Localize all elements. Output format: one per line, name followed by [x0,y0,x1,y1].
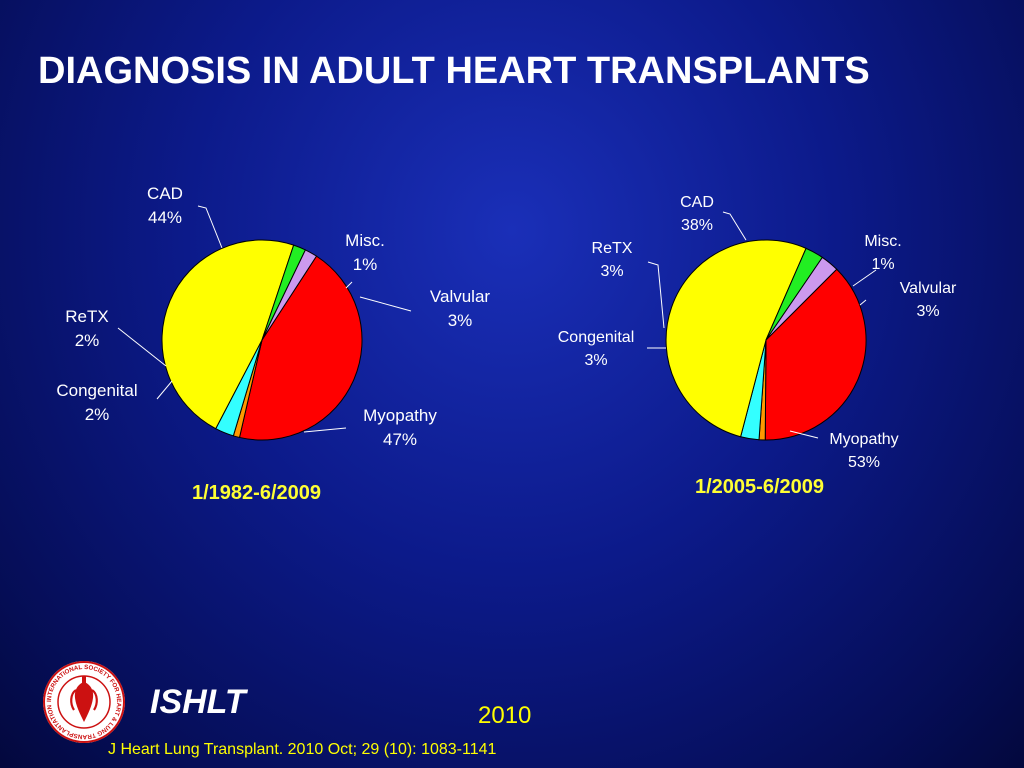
ishlt-logo-icon: INTERNATIONAL SOCIETY FOR HEART & LUNG T… [43,661,125,743]
pie-slice-cad [764,268,867,441]
leader-line-valvular [359,296,412,312]
slice-percent-congenital: 2% [85,405,110,424]
slice-percent-cad: 44% [148,208,182,227]
page-title: DIAGNOSIS IN ADULT HEART TRANSPLANTS [38,50,870,92]
leader-line-myopathy [789,430,819,439]
year: 2010 [478,702,532,729]
slice-label-misc: Misc. [345,231,385,250]
slice-label-retx: ReTX [65,307,108,326]
leader-line-retx [117,327,167,367]
org-name: ISHLT [150,683,246,721]
pie-slice-cad [238,255,363,441]
chart-period-2005-2009: 1/2005-6/2009 [695,476,825,498]
slice-label-valvular: Valvular [430,287,490,306]
slice-percent-valvular: 3% [448,311,473,330]
leader-line-congenital [156,380,173,400]
slice-label-cad: CAD [147,184,183,203]
slice-percent-cad: 38% [681,217,713,234]
slice-percent-retx: 2% [75,331,100,350]
slice-percent-misc: 1% [871,256,894,273]
slice-label-misc: Misc. [864,233,901,250]
leader-line-valvular [859,299,867,306]
leader-line-cad [722,211,747,241]
pie-slice-myopathy [161,239,295,430]
slice-percent-myopathy: 47% [383,430,417,449]
citation: J Heart Lung Transplant. 2010 Oct; 29 (1… [108,741,497,758]
leader-line-misc [345,281,353,289]
pie-chart-1982-2009: CAD 44% Misc. 1% Valvular 3% Myopathy 47% Congen… [56,184,490,449]
slice-label-retx: ReTX [592,240,633,257]
leader-line-misc [852,269,877,287]
pie-slice-myopathy [665,239,807,438]
pie-chart-2005-2009: CAD 38% Misc. 1% Valvular 3% Myopathy 53% Congen… [558,194,957,471]
slice-label-myopathy: Myopathy [363,406,437,425]
slice-percent-congenital: 3% [584,352,607,369]
slice-label-myopathy: Myopathy [829,431,898,448]
slice-label-congenital: Congenital [558,329,635,346]
pie-slice-retx [765,256,838,341]
slice-percent-retx: 3% [600,263,623,280]
slice-label-valvular: Valvular [900,280,957,297]
leader-line-retx [647,261,665,329]
pie-slice-retx [261,249,318,341]
chart-period-1982-2009: 1/1982-6/2009 [192,482,322,504]
leader-line-cad [197,205,223,249]
slice-label-congenital: Congenital [56,381,137,400]
slice-percent-misc: 1% [353,255,378,274]
slice-percent-valvular: 3% [916,303,939,320]
slice-label-cad: CAD [680,194,714,211]
leader-line-myopathy [303,427,347,433]
slice-percent-myopathy: 53% [848,454,880,471]
